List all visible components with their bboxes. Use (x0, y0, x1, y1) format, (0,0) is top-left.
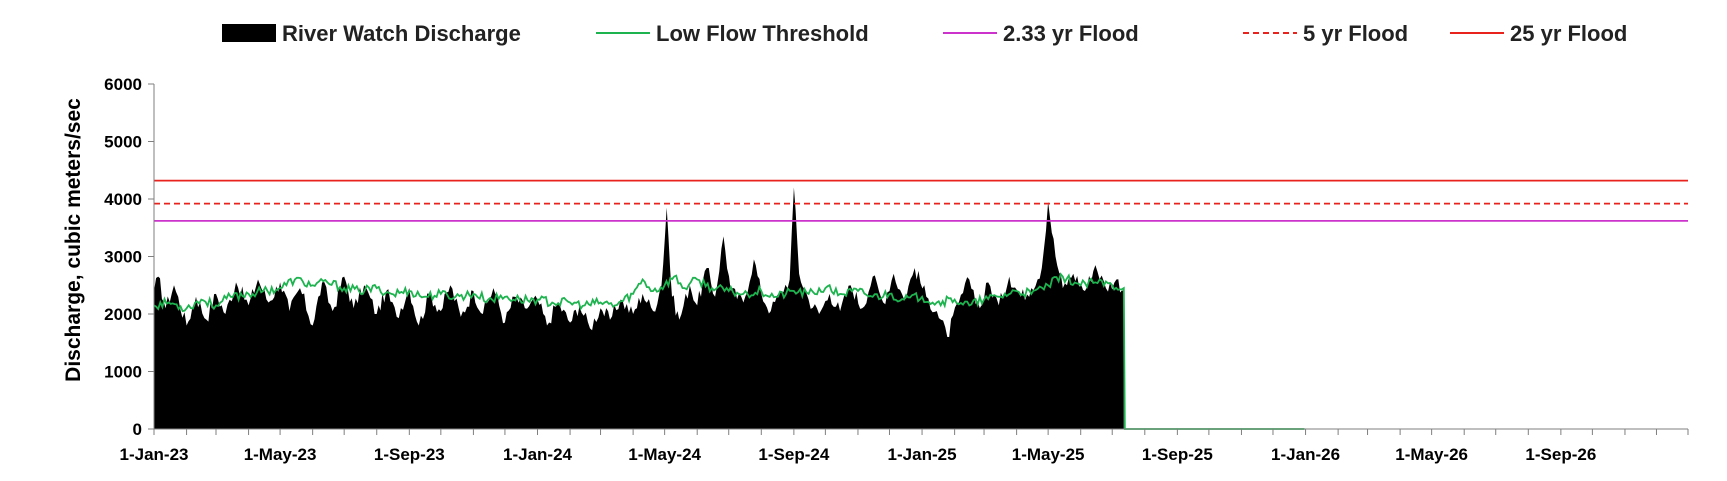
axes: 0 1000 2000 3000 4000 5000 6000 1-Jan-23 1-May-2… (104, 75, 1689, 464)
y-tick-label-2000: 2000 (104, 305, 142, 324)
x-tick-label-1-May-23: 1-May-23 (244, 445, 317, 464)
x-tick-label-1-Sep-25: 1-Sep-25 (1142, 445, 1213, 464)
x-tick-label-1-Sep-24: 1-Sep-24 (758, 445, 829, 464)
legend-label-2-33-yr-flood: 2.33 yr Flood (1003, 21, 1139, 46)
x-tick-label-1-Jan-24: 1-Jan-24 (503, 445, 573, 464)
x-tick-label-1-Jan-26: 1-Jan-26 (1271, 445, 1340, 464)
legend: River Watch Discharge Low Flow Threshold 2… (222, 21, 1627, 46)
y-tick-label-1000: 1000 (104, 363, 142, 382)
y-axis-title: Discharge, cubic meters/sec (62, 98, 85, 382)
y-tick-label-5000: 5000 (104, 133, 142, 152)
x-tick-label-1-Jan-25: 1-Jan-25 (888, 445, 957, 464)
legend-label-5-yr-flood: 5 yr Flood (1303, 21, 1408, 46)
y-tick-label-3000: 3000 (104, 248, 142, 267)
y-tick-label-4000: 4000 (104, 190, 142, 209)
x-tick-label-1-May-26: 1-May-26 (1395, 445, 1468, 464)
x-tick-label-1-May-24: 1-May-24 (628, 445, 701, 464)
plot-area (153, 179, 1688, 430)
y-tick-label-0: 0 (133, 420, 142, 439)
series-low-flow-threshold-line (153, 272, 1305, 430)
x-tick-label-1-May-25: 1-May-25 (1012, 445, 1085, 464)
x-tick-label-1-Sep-23: 1-Sep-23 (374, 445, 445, 464)
x-tick-label-1-Jan-23: 1-Jan-23 (120, 445, 189, 464)
y-tick-label-6000: 6000 (104, 75, 142, 94)
legend-label-river-watch-discharge: River Watch Discharge (282, 21, 521, 46)
legend-label-low-flow-threshold: Low Flow Threshold (656, 21, 869, 46)
x-tick-label-1-Sep-26: 1-Sep-26 (1525, 445, 1596, 464)
series-river-watch-discharge-area (154, 187, 1124, 429)
legend-label-25-yr-flood: 25 yr Flood (1510, 21, 1627, 46)
legend-swatch-river-watch-discharge (222, 24, 276, 42)
